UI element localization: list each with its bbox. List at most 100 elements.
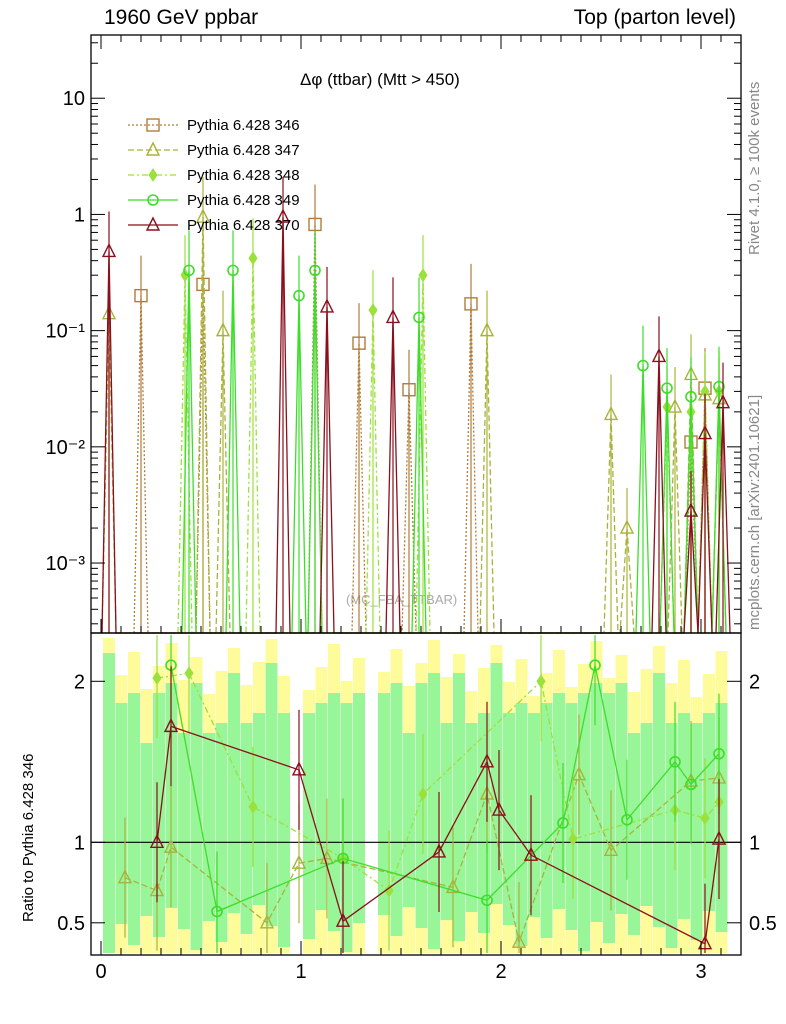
ratio-point [248, 799, 258, 814]
ratio-point [557, 817, 569, 829]
band-green [278, 713, 290, 947]
series-line [101, 217, 727, 634]
band-green [215, 723, 228, 942]
data-point [368, 303, 378, 318]
ratio-point [259, 914, 275, 929]
ratio-point [571, 766, 587, 781]
data-point [180, 268, 190, 283]
y-tick-label: 1 [74, 204, 85, 226]
band-green [703, 713, 715, 911]
legend-marker [145, 216, 161, 231]
ratio-point [117, 869, 133, 884]
band-green [628, 733, 640, 935]
ratio-y-tick-label: 2 [74, 671, 85, 693]
data-point [603, 405, 619, 421]
legend-entry: Pythia 6.428 349 [128, 192, 300, 209]
ratio-point [589, 659, 601, 672]
ratio-point [163, 717, 179, 733]
legend-marker [146, 118, 160, 132]
data-point [479, 322, 495, 337]
band-green [565, 703, 578, 930]
band-green [103, 653, 115, 953]
band-green [140, 743, 153, 916]
band-green [403, 733, 415, 907]
data-point [413, 311, 425, 324]
band-green [115, 703, 128, 924]
ratio-line [156, 725, 720, 945]
ratio-series-Pythia-6428-370 [149, 666, 727, 953]
data-point [661, 382, 673, 394]
legend-label: Pythia 6.428 370 [187, 217, 300, 234]
band-green [253, 713, 265, 905]
data-point [248, 251, 258, 266]
ratio-point [700, 811, 710, 826]
band-green [178, 733, 190, 929]
legend-marker [145, 141, 161, 156]
band-green [390, 683, 403, 936]
data-point [685, 390, 697, 403]
ratio-point [523, 846, 539, 861]
ratio-line [156, 672, 720, 892]
ratio-point [685, 778, 697, 791]
ratio-point [445, 878, 461, 894]
ratio-series-Pythia-6428-349 [165, 635, 725, 953]
band-green [440, 723, 453, 920]
x-tick-label: 2 [495, 961, 506, 983]
legend-label: Pythia 6.428 349 [187, 192, 300, 209]
band-green [690, 723, 703, 940]
ratio-y-tick-label-right: 1 [749, 832, 760, 854]
ratio-y-tick-label: 1 [74, 832, 85, 854]
series-Pythia-6428-370 [101, 177, 731, 634]
header-left-label: 1960 GeV ppbar [104, 6, 259, 29]
data-point [402, 383, 416, 397]
plot-title: Δφ (ttbar) (Mtt > 450) [300, 70, 460, 89]
ratio-uncertainty-bands [103, 638, 728, 953]
x-tick-label: 3 [695, 961, 706, 983]
header-right-label: Top (parton level) [573, 6, 736, 29]
legend-entry: Pythia 6.428 347 [128, 141, 300, 159]
band-green [190, 683, 203, 950]
band-green [590, 683, 603, 922]
data-point [275, 208, 291, 223]
data-point [464, 297, 478, 311]
band-green [453, 673, 465, 941]
ratio-line [170, 665, 720, 913]
y-tick-label: 10 [63, 88, 85, 110]
legend-marker [147, 194, 159, 206]
data-point [227, 264, 239, 277]
data-point [215, 322, 231, 337]
ratio-y-tick-label-right: 2 [749, 671, 760, 693]
data-point [651, 347, 667, 363]
legend-entry: Pythia 6.428 348 [128, 167, 300, 184]
ratio-point [711, 830, 727, 845]
band-green [540, 703, 553, 938]
legend-marker [148, 168, 158, 182]
ratio-point [184, 666, 194, 681]
main-panel-marks [101, 177, 731, 634]
band-green [515, 703, 528, 946]
band-green [415, 683, 428, 928]
ratio-point [163, 838, 179, 853]
ratio-point [491, 801, 507, 816]
band-green [315, 703, 328, 910]
data-point [637, 359, 649, 372]
y-tick-label: 10⁻² [46, 437, 86, 459]
ratio-point [211, 905, 223, 918]
ratio-point [713, 747, 725, 760]
band-green [303, 713, 315, 939]
ratio-point [621, 813, 633, 826]
data-point [134, 288, 148, 303]
series-line [177, 258, 727, 634]
ratio-point [152, 671, 162, 685]
data-point [195, 208, 211, 223]
legend-entry: Pythia 6.428 346 [128, 117, 300, 134]
band-green [653, 673, 665, 927]
data-point [319, 298, 335, 313]
band-green [203, 733, 215, 921]
legend-label: Pythia 6.428 346 [187, 117, 300, 134]
band-green [228, 673, 240, 913]
axes-frames: 10 1 10⁻¹ 10⁻² 10⁻³ 0.5 0.5 1 1 2 2 0 1 2 3 [46, 34, 777, 983]
data-point [385, 308, 401, 324]
band-green [128, 693, 140, 945]
